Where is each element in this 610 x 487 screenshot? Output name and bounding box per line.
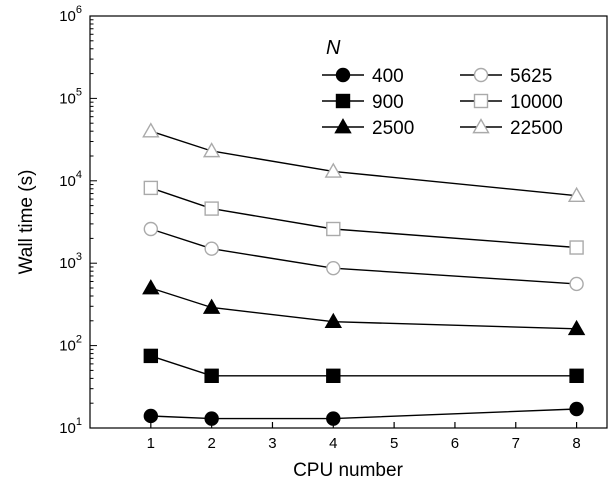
- data-point-400-cpu-8: [569, 401, 584, 417]
- legend-item-22500: 22500: [460, 118, 563, 139]
- y-tick-exponent: 4: [76, 169, 82, 181]
- x-tick-label-8: 8: [572, 435, 580, 452]
- data-point-2500-cpu-1: [142, 279, 160, 295]
- series-2500: [142, 279, 586, 336]
- legend-marker-5625: [473, 67, 489, 83]
- legend-marker-2500: [334, 118, 352, 134]
- y-tick-exponent: 2: [76, 334, 82, 346]
- legend-label-10000: 10000: [510, 92, 563, 113]
- y-tick-base: 10: [59, 173, 76, 190]
- y-tick-label-10-4: 104: [59, 169, 82, 190]
- legend-item-2500: 2500: [322, 118, 414, 139]
- data-point-10000-cpu-1: [143, 180, 159, 196]
- series-10000: [143, 180, 584, 255]
- legend-title: N: [326, 37, 341, 59]
- data-point-400-cpu-2: [204, 411, 219, 426]
- data-point-5625-cpu-2: [204, 241, 219, 256]
- data-point-10000-cpu-4: [326, 221, 341, 237]
- series-line-5625: [150, 228, 577, 285]
- legend-marker-10000: [473, 93, 489, 109]
- series-400: [143, 401, 584, 426]
- x-tick-label-6: 6: [451, 435, 459, 452]
- y-tick-base: 10: [59, 338, 76, 355]
- data-point-900-cpu-1: [143, 348, 159, 364]
- series-line-2500: [150, 287, 577, 330]
- x-tick-label-1: 1: [147, 435, 155, 452]
- data-point-22500-cpu-8: [567, 186, 586, 202]
- y-tick-label-10-2: 102: [59, 334, 82, 355]
- legend-marker-22500: [472, 118, 490, 134]
- series-line-900: [150, 355, 577, 377]
- data-point-400-cpu-4: [326, 411, 341, 426]
- data-point-400-cpu-1: [143, 408, 159, 424]
- y-tick-exponent: 3: [76, 251, 82, 263]
- data-point-900-cpu-2: [204, 368, 219, 384]
- data-point-2500-cpu-2: [202, 298, 221, 314]
- y-tick-base: 10: [59, 90, 76, 107]
- series-line-10000: [150, 187, 577, 249]
- legend-label-400: 400: [372, 66, 404, 87]
- series-5625: [143, 221, 584, 292]
- data-point-22500-cpu-4: [324, 162, 343, 178]
- y-tick-label-10-6: 106: [59, 4, 82, 25]
- data-point-5625-cpu-1: [143, 221, 159, 237]
- y-tick-label-10-3: 103: [59, 251, 82, 272]
- legend-item-900: 900: [322, 92, 404, 113]
- data-point-900-cpu-4: [326, 368, 341, 384]
- series-line-400: [150, 408, 577, 420]
- y-tick-base: 10: [59, 420, 76, 437]
- series-layer: [142, 122, 586, 426]
- data-point-900-cpu-8: [569, 368, 584, 384]
- data-point-2500-cpu-8: [567, 319, 586, 336]
- legend-label-5625: 5625: [510, 66, 552, 87]
- series-line-22500: [150, 130, 577, 197]
- x-axis-title: CPU number: [293, 460, 403, 481]
- plot-frame: [89, 15, 608, 429]
- data-point-22500-cpu-1: [142, 122, 160, 138]
- data-point-5625-cpu-8: [569, 276, 584, 292]
- series-900: [143, 348, 584, 384]
- data-point-10000-cpu-2: [204, 201, 219, 216]
- legend-label-900: 900: [372, 92, 404, 113]
- data-point-5625-cpu-4: [326, 260, 341, 276]
- y-tick-base: 10: [59, 8, 76, 25]
- y-tick-exponent: 6: [76, 4, 82, 16]
- data-point-22500-cpu-2: [202, 142, 221, 158]
- x-tick-label-4: 4: [329, 435, 337, 452]
- x-tick-label-3: 3: [268, 435, 276, 452]
- data-point-2500-cpu-4: [324, 312, 343, 329]
- y-axis-title: Wall time (s): [16, 170, 37, 275]
- y-tick-label-10-5: 105: [59, 86, 82, 107]
- legend-marker-900: [335, 93, 351, 109]
- legend-item-400: 400: [322, 66, 404, 87]
- legend-marker-400: [335, 67, 351, 83]
- y-tick-exponent: 5: [76, 86, 82, 98]
- y-tick-exponent: 1: [76, 416, 82, 428]
- legend: N 400 900 2500 5625 10000 22500: [322, 37, 563, 139]
- data-point-10000-cpu-8: [569, 240, 584, 255]
- x-tick-label-5: 5: [390, 435, 398, 452]
- x-tick-label-2: 2: [207, 435, 215, 452]
- legend-label-2500: 2500: [372, 118, 414, 139]
- y-tick-label-10-1: 101: [59, 416, 82, 437]
- series-22500: [142, 122, 586, 202]
- legend-item-10000: 10000: [460, 92, 563, 113]
- x-tick-label-7: 7: [512, 435, 520, 452]
- y-tick-base: 10: [59, 255, 76, 272]
- legend-label-22500: 22500: [510, 118, 563, 139]
- legend-item-5625: 5625: [460, 66, 552, 87]
